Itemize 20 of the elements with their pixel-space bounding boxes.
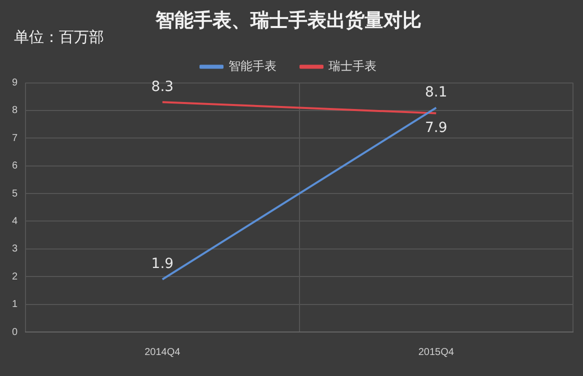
- data-label: 7.9: [425, 120, 448, 136]
- legend-label: 瑞士手表: [328, 58, 376, 73]
- y-tick-label: 1: [12, 299, 18, 310]
- text: 单位：百万部: [14, 28, 104, 47]
- legend-label: 智能手表: [228, 58, 276, 73]
- y-tick-label: 6: [12, 160, 18, 172]
- x-tick-label: 2015Q4: [418, 346, 454, 358]
- y-tick-label: 4: [12, 216, 18, 227]
- y-tick-label: 8: [12, 105, 18, 116]
- data-label: 1.9: [151, 256, 174, 272]
- y-tick-label: 5: [12, 188, 18, 200]
- y-tick-label: 9: [12, 78, 18, 89]
- y-tick-label: 3: [12, 244, 18, 255]
- y-tick-label: 0: [12, 326, 18, 338]
- data-label: 8.3: [151, 78, 174, 95]
- chart-title: 智能手表、瑞士手表出货量对比: [154, 9, 422, 32]
- data-label: 8.1: [425, 84, 448, 100]
- y-tick-label: 2: [12, 271, 18, 282]
- y-tick-label: 7: [12, 132, 18, 144]
- x-tick-label: 2014Q4: [144, 346, 181, 358]
